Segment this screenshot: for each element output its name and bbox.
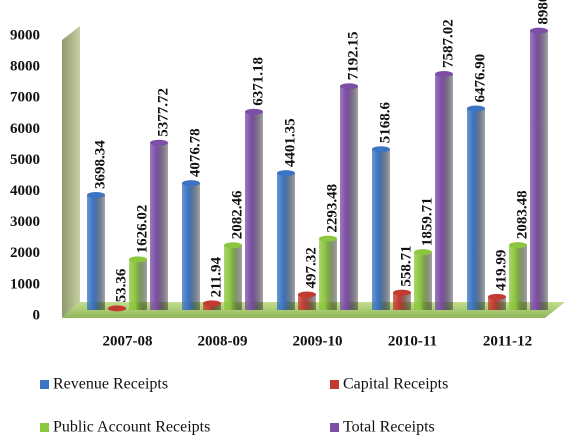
bar-top bbox=[87, 191, 105, 198]
bar bbox=[414, 252, 432, 310]
back-wall bbox=[62, 26, 80, 318]
y-tick-label: 3000 bbox=[10, 214, 40, 230]
bar bbox=[87, 194, 105, 310]
bar-top bbox=[182, 180, 200, 187]
bar bbox=[319, 238, 337, 310]
y-tick-label: 5000 bbox=[10, 152, 40, 168]
bar bbox=[340, 86, 358, 310]
data-label: 419.99 bbox=[493, 250, 509, 291]
bar-top bbox=[150, 139, 168, 146]
y-tick-label: 1000 bbox=[10, 276, 40, 292]
legend-label: Revenue Receipts bbox=[53, 376, 168, 393]
y-tick-label: 8000 bbox=[10, 59, 40, 75]
bar bbox=[277, 173, 295, 310]
bar bbox=[298, 294, 316, 310]
bar-top bbox=[414, 249, 432, 256]
y-tick-label: 0 bbox=[33, 307, 41, 323]
data-label: 53.36 bbox=[113, 268, 129, 302]
bar-top bbox=[530, 27, 548, 34]
bar-top bbox=[393, 289, 411, 296]
data-label: 3698.34 bbox=[92, 140, 108, 189]
data-label: 8980.37 bbox=[535, 0, 551, 25]
x-tick-label: 2008-09 bbox=[198, 333, 248, 349]
bar bbox=[224, 245, 242, 310]
bar-top bbox=[224, 242, 242, 249]
bar-top bbox=[203, 300, 221, 307]
bar-top bbox=[108, 305, 126, 312]
y-tick-label: 9000 bbox=[10, 27, 40, 43]
y-tick-label: 4000 bbox=[10, 183, 40, 199]
bar-top bbox=[488, 293, 506, 300]
bar bbox=[435, 73, 453, 310]
legend-swatch bbox=[40, 380, 49, 389]
bar-top bbox=[467, 105, 485, 112]
y-tick-label: 7000 bbox=[10, 90, 40, 106]
legend-swatch bbox=[330, 423, 339, 432]
data-label: 497.32 bbox=[303, 247, 319, 288]
bar bbox=[530, 30, 548, 310]
data-label: 6371.18 bbox=[250, 57, 266, 106]
bar-top bbox=[372, 146, 390, 153]
data-label: 7587.02 bbox=[440, 19, 456, 68]
x-tick-label: 2009-10 bbox=[293, 333, 343, 349]
legend-label: Capital Receipts bbox=[343, 376, 448, 393]
bar-top bbox=[129, 256, 147, 263]
bar bbox=[129, 259, 147, 310]
bar-top bbox=[509, 242, 527, 249]
bar bbox=[467, 108, 485, 310]
bar-top bbox=[319, 235, 337, 242]
data-label: 5168.6 bbox=[377, 101, 393, 143]
data-label: 2082.46 bbox=[229, 190, 245, 239]
data-label: 5377.72 bbox=[155, 88, 171, 137]
bar bbox=[509, 245, 527, 310]
bar-top bbox=[340, 83, 358, 90]
legend-swatch bbox=[330, 380, 339, 389]
bar bbox=[393, 292, 411, 310]
bar-top bbox=[298, 291, 316, 298]
data-label: 1859.71 bbox=[419, 197, 435, 246]
data-label: 558.71 bbox=[398, 245, 414, 286]
legend-swatch bbox=[40, 423, 49, 432]
x-tick-label: 2010-11 bbox=[388, 333, 437, 349]
bar bbox=[150, 142, 168, 310]
data-label: 4076.78 bbox=[187, 128, 203, 177]
legend-label: Public Account Receipts bbox=[53, 419, 210, 436]
bar-top bbox=[277, 170, 295, 177]
data-label: 6476.90 bbox=[472, 54, 488, 103]
bar bbox=[488, 296, 506, 310]
bar bbox=[203, 303, 221, 310]
data-label: 2083.48 bbox=[514, 190, 530, 239]
legend-label: Total Receipts bbox=[343, 419, 435, 436]
bar bbox=[245, 111, 263, 310]
x-tick-label: 2007-08 bbox=[103, 333, 153, 349]
y-tick-label: 2000 bbox=[10, 245, 40, 261]
data-label: 211.94 bbox=[208, 256, 224, 297]
bar-top bbox=[435, 70, 453, 77]
bar-top bbox=[245, 108, 263, 115]
x-tick-label: 2011-12 bbox=[483, 333, 532, 349]
bar bbox=[182, 183, 200, 310]
data-label: 7192.15 bbox=[345, 31, 361, 80]
bar bbox=[372, 149, 390, 310]
data-label: 1626.02 bbox=[134, 205, 150, 254]
data-label: 4401.35 bbox=[282, 118, 298, 167]
y-tick-label: 6000 bbox=[10, 121, 40, 137]
data-label: 2293.48 bbox=[324, 184, 340, 233]
